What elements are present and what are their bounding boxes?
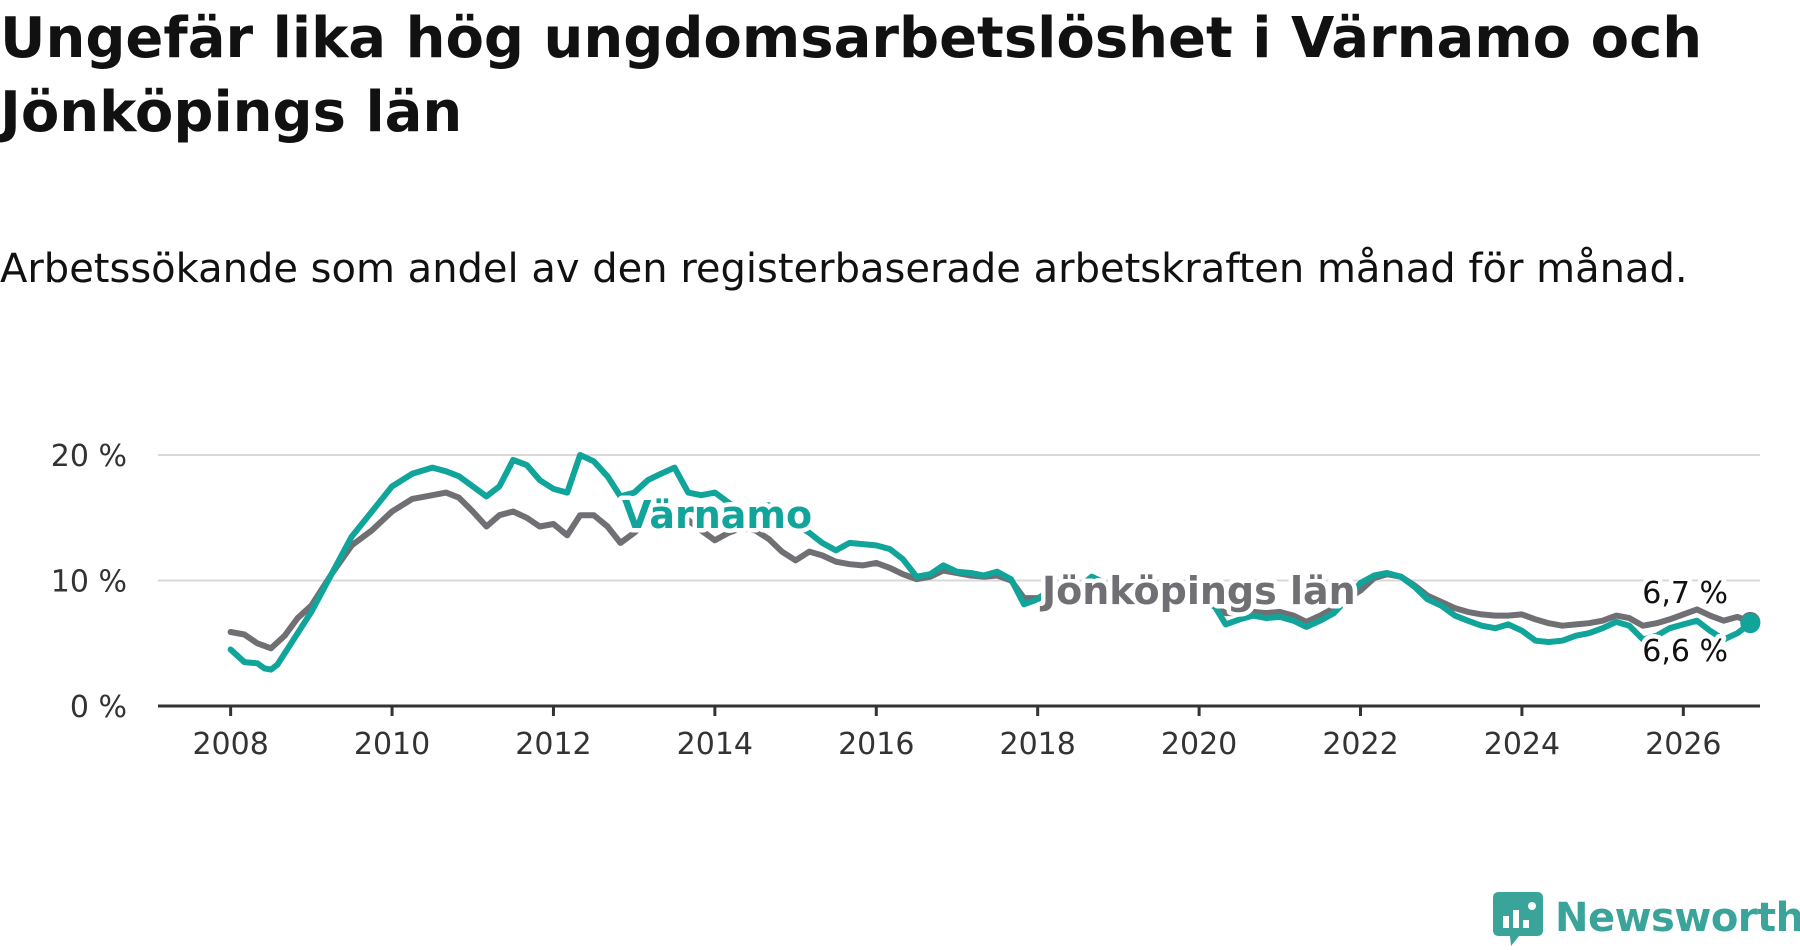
- x-tick-label: 2026: [1645, 727, 1721, 762]
- y-axis-tick-labels: 0 % 10 % 20 %: [51, 439, 127, 725]
- chart-title: Ungefär lika hög ungdomsarbetslöshet i V…: [0, 6, 1703, 145]
- series-label-varnamo: Värnamo: [622, 493, 812, 537]
- series-lines: [227, 452, 1761, 673]
- y-tick-label: 10 %: [51, 565, 127, 600]
- brand-name: Newsworthy: [1555, 895, 1800, 941]
- x-tick-label: 2014: [677, 727, 753, 762]
- newsworthy-logo: Newsworthy: [1493, 888, 1800, 948]
- grid-lines: [158, 454, 1760, 582]
- series-line-varnamo: [227, 452, 1754, 673]
- x-axis: 2008 2010 2012 2014 2016 2018 2020 2022 2024 2026: [158, 704, 1760, 762]
- x-tick-label: 2024: [1484, 727, 1560, 762]
- x-tick-label: 2010: [354, 727, 430, 762]
- x-tick-label: 2012: [515, 727, 591, 762]
- x-tick-label: 2016: [838, 727, 914, 762]
- series-labels: Värnamo Jönköpings län 6,7 % 6,6 %: [618, 489, 1733, 674]
- x-tick-label: 2008: [192, 727, 268, 762]
- series-end-point: [1740, 613, 1761, 634]
- x-tick-label: 2018: [1000, 727, 1076, 762]
- end-value-label-jonkopings-lan: 6,7 %: [1642, 576, 1728, 611]
- x-tick-label: 2020: [1161, 727, 1237, 762]
- newsworthy-logo-icon: [1493, 892, 1543, 946]
- y-tick-label: 0 %: [70, 690, 127, 725]
- chart-subtitle: Arbetssökande som andel av den registerb…: [0, 246, 1688, 292]
- series-label-jonkopings-lan: Jönköpings län: [1039, 569, 1356, 613]
- y-tick-label: 20 %: [51, 439, 127, 474]
- x-tick-label: 2022: [1322, 727, 1398, 762]
- end-value-label-varnamo: 6,6 %: [1642, 634, 1728, 669]
- series-line-jonkopings-lan: [227, 489, 1754, 652]
